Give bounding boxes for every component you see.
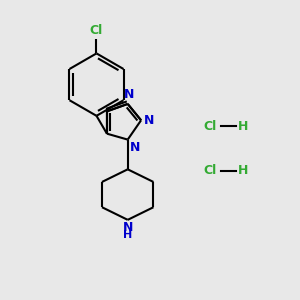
Text: H: H [123, 230, 132, 240]
Text: Cl: Cl [203, 120, 217, 133]
Text: N: N [122, 221, 133, 234]
Text: Cl: Cl [90, 24, 103, 38]
Text: H: H [238, 164, 248, 177]
Text: N: N [130, 141, 140, 154]
Text: Cl: Cl [203, 164, 217, 177]
Text: N: N [144, 114, 154, 127]
Text: N: N [124, 88, 134, 101]
Text: H: H [238, 120, 248, 133]
